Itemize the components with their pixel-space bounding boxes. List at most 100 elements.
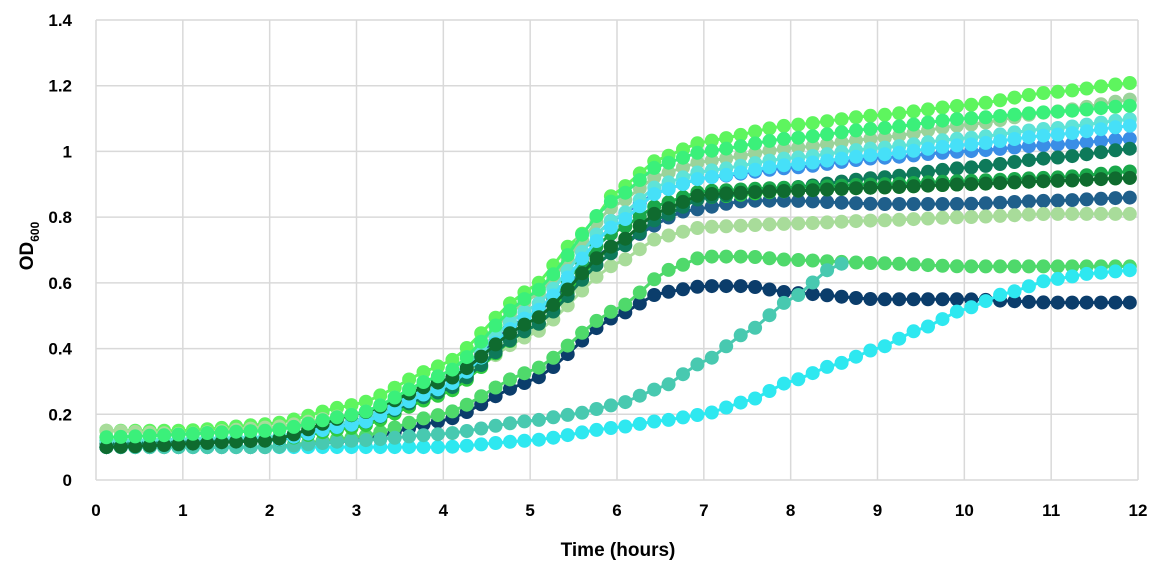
data-point bbox=[690, 202, 705, 217]
data-point bbox=[892, 197, 907, 211]
data-point bbox=[243, 424, 258, 439]
data-point bbox=[430, 427, 445, 442]
data-point bbox=[185, 436, 200, 451]
data-point bbox=[1036, 86, 1051, 100]
data-point bbox=[632, 209, 647, 224]
data-series bbox=[99, 76, 1137, 455]
data-point bbox=[1108, 77, 1123, 92]
x-tick-label: 7 bbox=[699, 501, 708, 520]
data-point bbox=[661, 377, 676, 392]
data-point bbox=[1108, 191, 1123, 206]
data-point bbox=[820, 127, 835, 142]
data-point bbox=[632, 388, 647, 403]
data-point bbox=[1065, 269, 1080, 284]
data-point bbox=[834, 125, 849, 140]
data-point bbox=[1079, 102, 1094, 117]
data-point bbox=[719, 339, 734, 354]
data-point bbox=[1036, 138, 1051, 153]
data-point bbox=[272, 422, 287, 437]
data-point bbox=[387, 380, 402, 395]
data-point bbox=[877, 180, 892, 195]
data-point bbox=[1122, 190, 1137, 205]
data-point bbox=[445, 352, 460, 367]
data-point bbox=[402, 440, 417, 455]
data-point bbox=[877, 107, 892, 122]
data-point bbox=[949, 177, 964, 192]
data-point bbox=[935, 197, 950, 211]
data-point bbox=[704, 170, 719, 184]
data-point bbox=[243, 434, 258, 449]
data-point bbox=[171, 437, 186, 452]
data-point bbox=[863, 292, 878, 306]
data-point bbox=[575, 251, 590, 266]
data-point bbox=[647, 288, 662, 302]
data-point bbox=[575, 227, 590, 242]
data-point bbox=[618, 231, 633, 246]
data-point bbox=[618, 395, 633, 410]
data-point bbox=[676, 177, 690, 191]
data-point bbox=[358, 404, 373, 419]
data-point bbox=[906, 143, 921, 158]
data-point bbox=[632, 199, 647, 214]
y-tick-label: 0.8 bbox=[48, 208, 72, 227]
data-point bbox=[949, 259, 964, 274]
data-point bbox=[676, 224, 690, 239]
data-point bbox=[575, 425, 590, 440]
data-point bbox=[330, 410, 344, 425]
data-point bbox=[849, 133, 863, 148]
data-point bbox=[589, 234, 604, 248]
data-point bbox=[157, 438, 172, 452]
data-point bbox=[906, 179, 921, 194]
data-point bbox=[776, 285, 791, 299]
data-point bbox=[1108, 99, 1123, 114]
data-point bbox=[1079, 147, 1094, 162]
data-point bbox=[344, 407, 359, 422]
data-point bbox=[531, 370, 546, 385]
data-point bbox=[791, 253, 806, 267]
data-point bbox=[128, 439, 143, 454]
data-point bbox=[805, 253, 820, 268]
data-point bbox=[1007, 284, 1022, 299]
data-point bbox=[791, 288, 806, 302]
data-point bbox=[949, 292, 964, 307]
data-point bbox=[560, 428, 575, 443]
data-point bbox=[805, 194, 820, 209]
data-point bbox=[748, 218, 763, 232]
data-point bbox=[820, 215, 835, 230]
series-line bbox=[106, 124, 1130, 449]
data-point bbox=[1050, 173, 1065, 188]
x-tick-label: 8 bbox=[786, 501, 795, 520]
data-point bbox=[647, 160, 662, 175]
data-point bbox=[575, 283, 590, 298]
data-point bbox=[661, 228, 676, 243]
data-point bbox=[632, 296, 647, 311]
data-point bbox=[416, 365, 431, 380]
data-point bbox=[632, 242, 647, 257]
data-point bbox=[892, 331, 907, 346]
data-point bbox=[474, 349, 489, 364]
data-point bbox=[719, 219, 734, 234]
data-point bbox=[1021, 130, 1036, 145]
data-point bbox=[690, 155, 705, 170]
data-point bbox=[647, 232, 662, 247]
data-point bbox=[1036, 151, 1051, 166]
data-point bbox=[863, 343, 878, 358]
data-point bbox=[474, 437, 489, 452]
data-point bbox=[546, 410, 561, 425]
data-point bbox=[704, 249, 719, 264]
data-point bbox=[589, 422, 604, 437]
data-point bbox=[805, 139, 820, 154]
data-point bbox=[647, 272, 662, 287]
x-tick-label: 10 bbox=[955, 501, 974, 520]
data-point bbox=[805, 275, 820, 290]
data-point bbox=[863, 180, 878, 195]
data-point bbox=[459, 397, 474, 412]
data-point bbox=[863, 131, 878, 146]
data-point bbox=[877, 256, 892, 271]
data-point bbox=[430, 359, 445, 374]
data-point bbox=[1065, 193, 1080, 208]
data-point bbox=[993, 287, 1008, 302]
data-point bbox=[921, 211, 935, 226]
series-line bbox=[106, 212, 1130, 436]
